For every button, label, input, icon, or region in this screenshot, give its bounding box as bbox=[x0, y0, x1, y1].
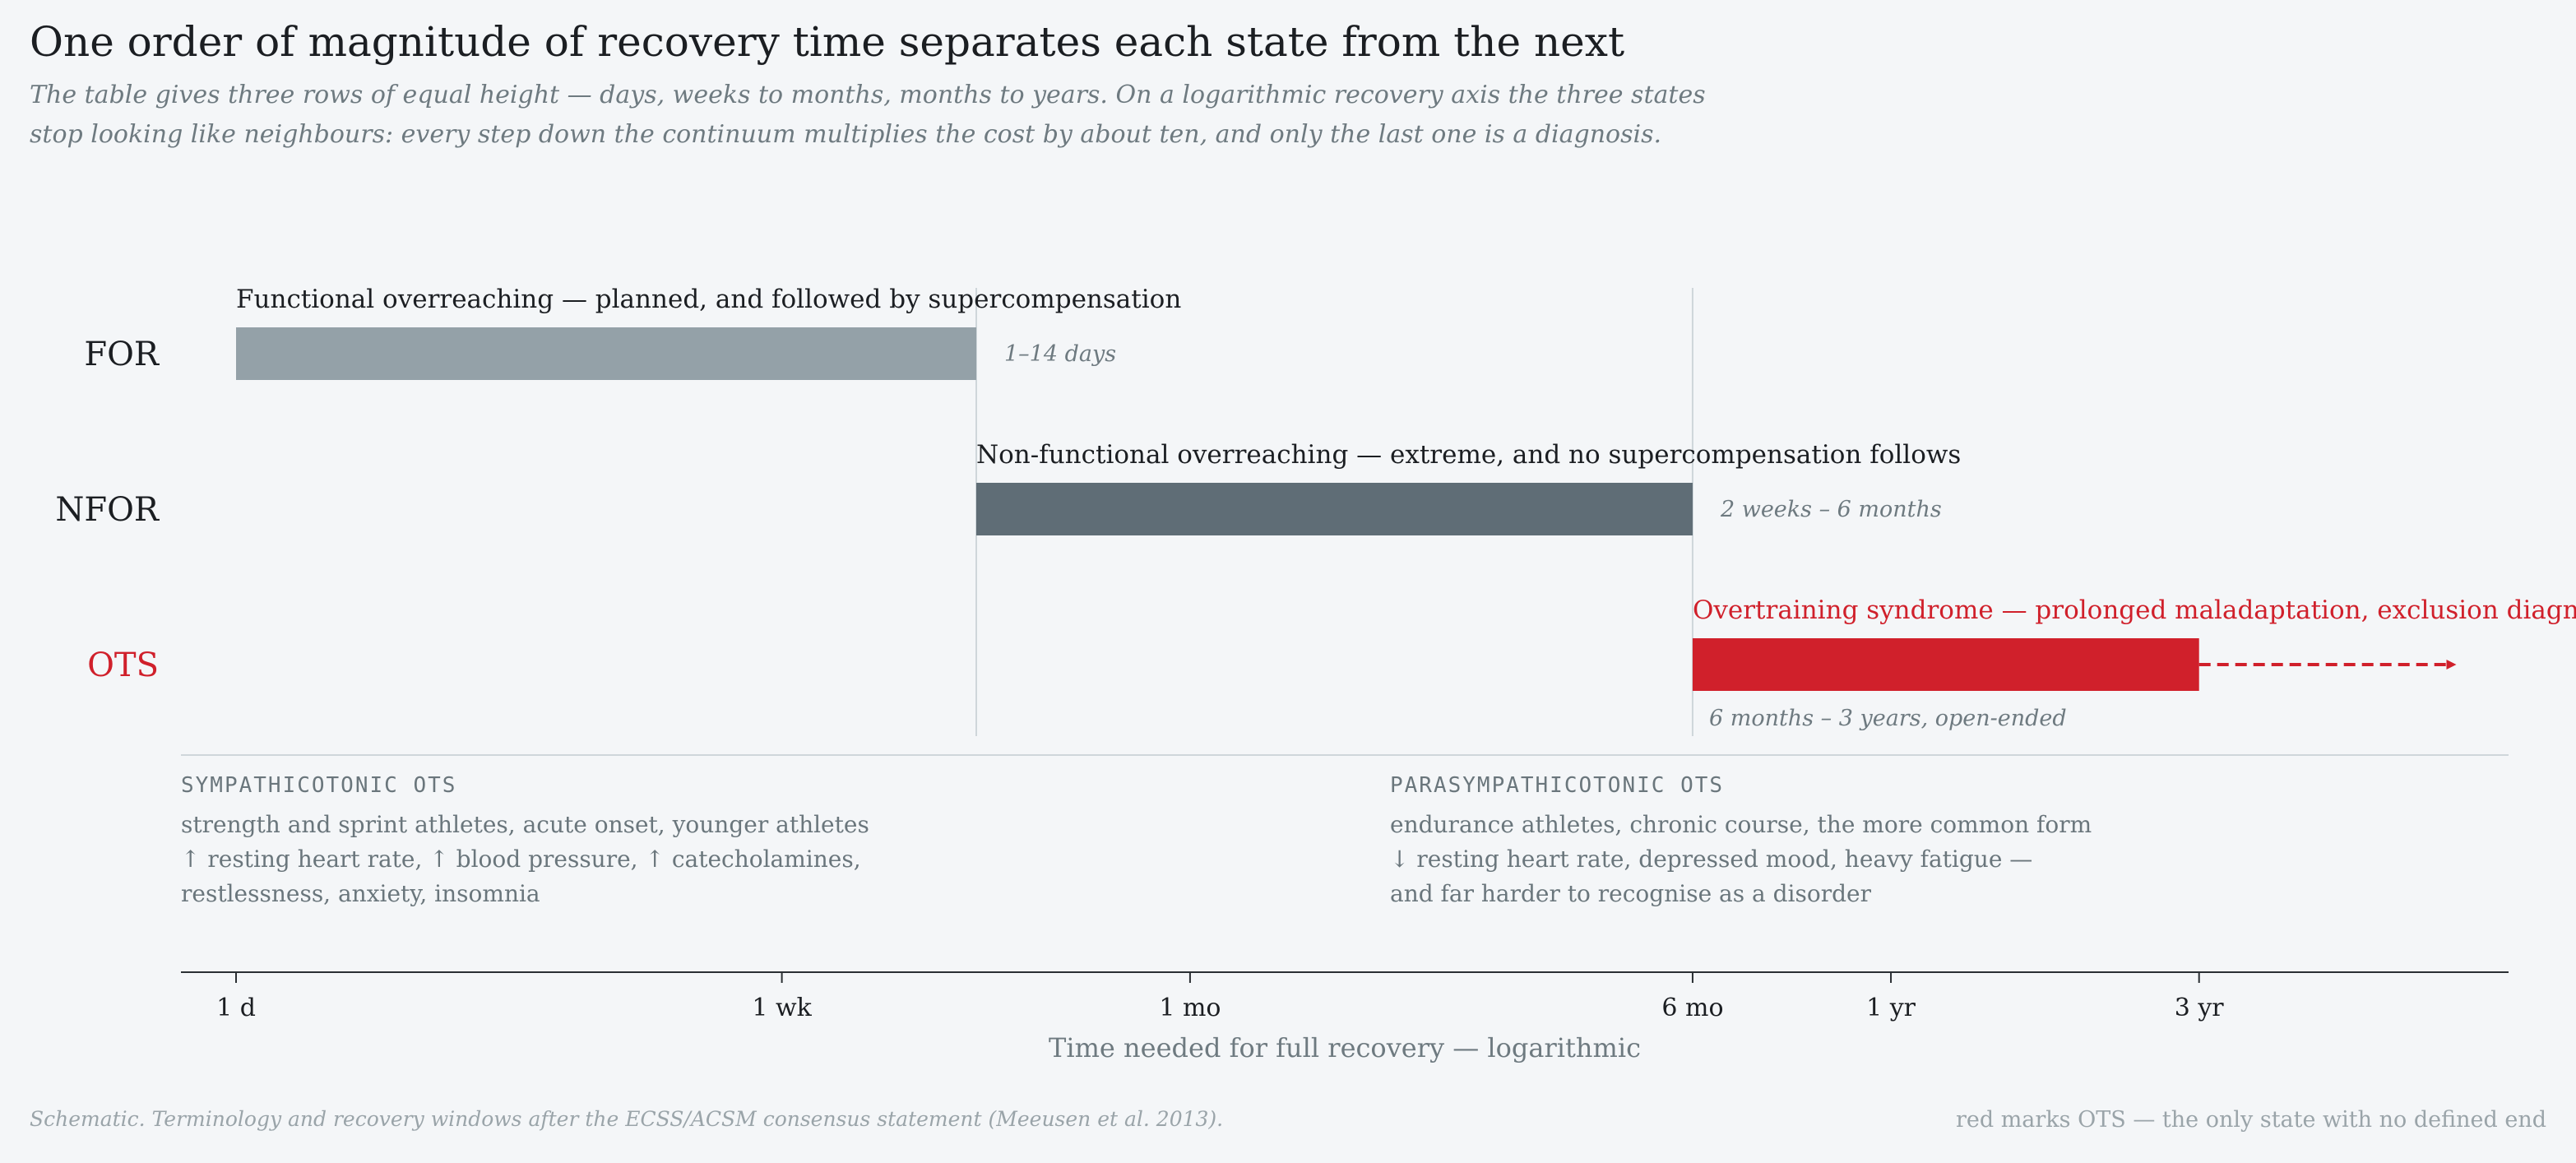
row-label-nfor: NFOR bbox=[55, 491, 160, 529]
sympathicotonic-ots-note: SYMPATHICOTONIC OTS strength and sprint … bbox=[181, 773, 1003, 911]
parasympathicotonic-line-3: and far harder to recognise as a disorde… bbox=[1390, 880, 1871, 907]
range-label-for: 1–14 days bbox=[1004, 341, 1116, 367]
x-tick-label: 3 yr bbox=[2175, 994, 2225, 1022]
x-tick-label: 1 d bbox=[216, 994, 256, 1022]
x-axis-ticks: 1 d 1 wk 1 mo 6 mo 1 yr 3 yr bbox=[216, 972, 2224, 1022]
chart-title: One order of magnitude of recovery time … bbox=[30, 18, 1625, 66]
bar-description-nfor: Non-functional overreaching — extreme, a… bbox=[976, 440, 1961, 470]
sympathicotonic-line-3: restlessness, anxiety, insomnia bbox=[181, 880, 540, 907]
row-label-for: FOR bbox=[84, 336, 160, 373]
sympathicotonic-line-2: ↑ resting heart rate, ↑ blood pressure, … bbox=[181, 846, 861, 873]
sympathicotonic-description: strength and sprint athletes, acute onse… bbox=[181, 808, 1003, 911]
parasympathicotonic-ots-note: PARASYMPATHICOTONIC OTS endurance athlet… bbox=[1390, 773, 2212, 911]
bar-description-for: Functional overreaching — planned, and f… bbox=[236, 285, 1181, 314]
source-footnote: Schematic. Terminology and recovery wind… bbox=[30, 1107, 1224, 1131]
x-tick-label: 6 mo bbox=[1661, 994, 1723, 1022]
chart-subtitle: The table gives three rows of equal heig… bbox=[30, 76, 1706, 155]
parasympathicotonic-description: endurance athletes, chronic course, the … bbox=[1390, 808, 2212, 911]
x-tick-label: 1 yr bbox=[1866, 994, 1916, 1022]
range-label-ots: 6 months – 3 years, open-ended bbox=[1709, 706, 2067, 731]
row-label-ots: OTS bbox=[87, 646, 159, 684]
range-label-nfor: 2 weeks – 6 months bbox=[1720, 497, 1942, 522]
sympathicotonic-line-1: strength and sprint athletes, acute onse… bbox=[181, 811, 869, 838]
bar-description-ots: Overtraining syndrome — prolonged malada… bbox=[1693, 595, 2576, 625]
x-tick-label: 1 wk bbox=[752, 994, 812, 1022]
parasympathicotonic-heading: PARASYMPATHICOTONIC OTS bbox=[1390, 773, 1725, 798]
subtitle-line-1: The table gives three rows of equal heig… bbox=[30, 81, 1706, 109]
legend-note: red marks OTS — the only state with no d… bbox=[1955, 1107, 2546, 1133]
sympathicotonic-heading: SYMPATHICOTONIC OTS bbox=[181, 773, 457, 798]
x-axis-label: Time needed for full recovery — logarith… bbox=[1049, 1032, 1641, 1063]
bar-nfor bbox=[976, 483, 1693, 535]
x-tick-label: 1 mo bbox=[1159, 994, 1221, 1022]
parasympathicotonic-line-1: endurance athletes, chronic course, the … bbox=[1390, 811, 2092, 838]
bar-ots bbox=[1692, 638, 2199, 691]
parasympathicotonic-line-2: ↓ resting heart rate, depressed mood, he… bbox=[1390, 846, 2033, 873]
subtitle-line-2: stop looking like neighbours: every step… bbox=[30, 120, 1662, 149]
bar-for bbox=[236, 327, 976, 380]
range-bars: FOR Functional overreaching — planned, an… bbox=[55, 285, 2576, 731]
